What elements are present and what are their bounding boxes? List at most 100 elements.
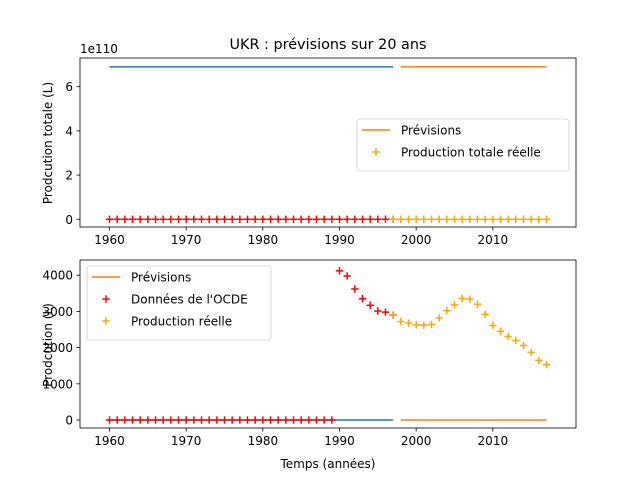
data-point [443,306,451,315]
data-point [312,215,321,223]
plot-area [105,66,551,223]
data-point [144,416,152,424]
data-point [128,416,137,424]
data-point [320,215,328,223]
x-tick-label: 1990 [324,233,355,247]
data-point [473,300,482,308]
data-point [266,215,275,223]
data-point [335,215,344,223]
data-point [358,295,367,303]
data-point [282,416,290,424]
x-tick-label: 1970 [171,233,202,247]
y-tick-label: 0 [65,213,73,227]
x-tick-label: 1960 [94,233,125,247]
data-point [167,416,175,424]
data-point [527,215,535,223]
data-point [190,215,198,223]
data-point [113,416,121,424]
data-point [389,311,397,319]
data-point [197,215,206,223]
data-point [251,416,259,424]
data-point [535,215,543,223]
data-point [121,215,129,223]
data-point [312,416,321,424]
data-point [220,416,229,424]
data-point [259,215,267,223]
data-point [466,215,474,223]
bottom-chart-panel: Prodcution (L) Temps (années) 1960 1970 19… [41,259,577,471]
data-point [542,215,551,223]
data-point [297,215,305,223]
x-tick-label: 1980 [248,434,279,448]
data-point [381,308,390,316]
data-point [420,321,428,329]
data-point [228,416,236,424]
data-point [343,272,351,280]
data-point [374,215,382,223]
data-point [412,321,420,329]
data-point [190,416,198,424]
data-point [504,332,512,341]
data-point [351,285,359,293]
data-point [496,327,505,336]
chart-title: UKR : prévisions sur 20 ans [230,37,427,53]
data-point [358,215,367,223]
data-point [542,360,551,369]
y-tick-label: 2000 [42,341,73,355]
data-point [205,416,213,424]
x-tick-label: 2010 [478,233,509,247]
data-point [335,267,344,275]
y-tick-label: 4000 [42,269,73,283]
data-point [182,416,190,424]
data-point [374,307,382,315]
data-point [412,215,420,223]
data-point [151,416,160,424]
data-point [251,215,259,223]
legend: Prévisions Données de l'OCDE Production ré… [86,265,272,341]
data-point [328,416,336,424]
legend-box [86,265,272,341]
legend-label: Prévisions [131,271,191,285]
x-tick-label: 1980 [248,233,279,247]
data-point [305,416,313,424]
data-point [328,215,336,223]
data-point [274,416,282,424]
data-point [159,215,167,223]
y-tick-label: 0 [65,414,73,428]
data-point [450,215,459,223]
x-tick-label: 2000 [401,233,432,247]
data-point [404,215,413,223]
data-point [450,301,459,309]
legend-label: Production totale réelle [401,146,541,160]
data-point [243,215,252,223]
legend-label: Données de l'OCDE [131,293,248,307]
data-point [427,215,436,223]
data-point [420,215,428,223]
data-point [213,416,221,424]
data-point [289,215,298,223]
legend-swatch [102,295,110,303]
data-point [512,336,520,345]
x-tick-label: 2010 [478,434,509,448]
legend-label: Prévisions [401,124,461,138]
x-tick-label: 2000 [401,434,432,448]
data-point [481,310,489,319]
x-axis-label: Temps (années) [280,457,376,471]
data-point [243,416,252,424]
data-point [366,301,374,309]
data-point [274,215,282,223]
data-point [489,321,497,330]
data-point [236,416,244,424]
data-point [136,416,144,424]
data-point [289,416,298,424]
legend-box [356,118,570,172]
data-point [297,416,305,424]
data-point [228,215,236,223]
data-point [205,215,213,223]
data-point [105,416,114,424]
data-point [113,215,121,223]
data-point [458,215,466,223]
data-point [305,215,313,223]
data-point [504,215,512,223]
y-tick-label: 3000 [42,305,73,319]
